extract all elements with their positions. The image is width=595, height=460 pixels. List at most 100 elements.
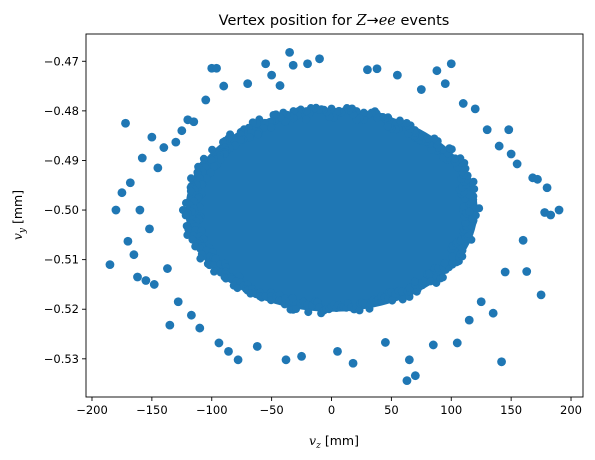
x-tick-label: 150 <box>500 403 522 417</box>
y-tick-label: −0.51 <box>44 253 79 267</box>
scatter-point <box>533 174 542 184</box>
scatter-point <box>117 188 127 198</box>
scatter-point <box>470 104 480 114</box>
scatter-point <box>153 163 163 173</box>
scatter-edge-point <box>233 284 242 293</box>
scatter-edge-point <box>465 207 474 216</box>
scatter-edge-point <box>292 305 301 314</box>
scatter-point <box>428 340 438 350</box>
scatter-point <box>363 65 372 75</box>
scatter-point <box>488 308 498 318</box>
scatter-edge-point <box>206 168 215 177</box>
scatter-point <box>163 264 172 273</box>
x-tick-label: 200 <box>560 403 582 417</box>
scatter-edge-point <box>475 204 484 213</box>
scatter-point <box>159 143 169 152</box>
scatter-edge-point <box>183 231 192 240</box>
scatter-point <box>410 371 420 381</box>
scatter-point <box>303 59 312 69</box>
scatter-edge-point <box>410 277 419 286</box>
scatter-point <box>133 272 142 282</box>
scatter-point <box>186 310 196 320</box>
scatter-edge-point <box>196 254 205 263</box>
scatter-point <box>275 81 285 90</box>
scatter-edge-point <box>202 174 211 183</box>
scatter-point <box>512 159 522 169</box>
scatter-point <box>123 236 133 246</box>
scatter-point <box>214 338 224 348</box>
scatter-edge-point <box>445 144 454 153</box>
x-tick-label: 50 <box>384 403 399 417</box>
scatter-edge-point <box>288 294 297 303</box>
scatter-point <box>497 357 506 367</box>
scatter-point <box>173 297 183 307</box>
scatter-edge-point <box>448 252 457 261</box>
scatter-point <box>452 338 462 348</box>
y-tick-label: −0.49 <box>44 153 79 167</box>
scatter-edge-point <box>187 174 196 183</box>
x-tick-label: −100 <box>196 403 228 417</box>
scatter-point <box>506 149 516 159</box>
scatter-point <box>281 355 291 365</box>
scatter-point <box>297 351 306 361</box>
scatter-point <box>195 323 205 333</box>
x-tick-label: −50 <box>259 403 283 417</box>
scatter-point <box>348 358 358 368</box>
scatter-point <box>402 376 412 386</box>
scatter-edge-point <box>451 154 460 163</box>
scatter-point <box>446 59 456 69</box>
scatter-point <box>171 137 181 147</box>
scatter-edge-point <box>267 123 276 132</box>
scatter-edge-point <box>245 133 254 142</box>
scatter-point <box>261 59 271 69</box>
scatter-point <box>392 70 402 80</box>
scatter-point <box>233 355 243 365</box>
scatter-edge-point <box>438 273 447 282</box>
scatter-point <box>252 342 262 351</box>
scatter-point <box>105 260 115 269</box>
scatter-edge-point <box>208 145 217 154</box>
scatter-point <box>137 153 147 163</box>
scatter-edge-point <box>461 219 470 228</box>
scatter-edge-point <box>469 177 478 186</box>
scatter-point <box>333 346 342 356</box>
scatter-edge-point <box>269 110 278 119</box>
scatter-edge-point <box>253 130 262 139</box>
scatter-point <box>404 355 414 365</box>
x-tick-label: 100 <box>440 403 462 417</box>
scatter-edge-point <box>423 134 432 143</box>
scatter-point <box>432 66 442 76</box>
scatter-point <box>554 205 564 215</box>
y-tick-label: −0.47 <box>44 54 79 68</box>
scatter-edge-point <box>186 187 195 196</box>
y-axis-ticks: −0.47 −0.48 −0.49 −0.50 −0.51 −0.52 −0.53 <box>44 54 86 366</box>
scatter-edge-point <box>470 184 479 193</box>
scatter-edge-point <box>207 155 216 164</box>
scatter-edge-point <box>471 211 480 220</box>
scatter-point <box>522 267 532 276</box>
x-tick-label: 0 <box>328 403 335 417</box>
scatter-point <box>504 125 514 135</box>
scatter-edge-point <box>402 118 411 127</box>
chart-title: Vertex position for Z→ee events <box>219 13 450 29</box>
scatter-point <box>129 250 139 260</box>
x-axis-label: vz [mm] <box>309 433 359 451</box>
scatter-point <box>536 290 546 300</box>
scatter-edge-point <box>355 306 364 315</box>
scatter-edge-point <box>430 134 439 143</box>
scatter-edge-point <box>398 295 407 304</box>
scatter-point <box>542 183 552 193</box>
x-tick-label: −200 <box>76 403 108 417</box>
y-tick-label: −0.52 <box>44 302 79 316</box>
y-tick-label: −0.53 <box>44 352 79 366</box>
scatter-edge-point <box>236 136 245 145</box>
scatter-point <box>224 346 233 356</box>
scatter-point <box>476 297 486 307</box>
scatter-point <box>135 205 145 215</box>
scatter-point <box>177 126 187 136</box>
scatter-point <box>416 85 426 94</box>
scatter-point <box>285 47 294 57</box>
scatter-point <box>440 79 450 88</box>
scatter-point <box>121 118 130 128</box>
